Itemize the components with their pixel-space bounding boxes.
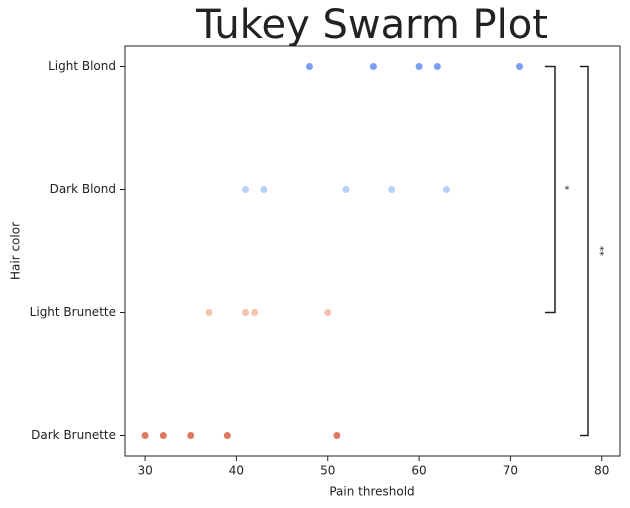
point bbox=[342, 186, 350, 193]
point bbox=[242, 309, 250, 316]
point bbox=[260, 186, 268, 193]
y-axis-label: Hair color bbox=[9, 222, 23, 280]
x-tick-label: 60 bbox=[411, 464, 426, 478]
annotation: ** bbox=[594, 246, 605, 256]
y-tick-label: Dark Blond bbox=[50, 182, 116, 196]
point bbox=[516, 63, 524, 70]
y-tick-label: Light Brunette bbox=[30, 305, 116, 319]
annotation: * bbox=[565, 185, 570, 196]
point bbox=[205, 309, 213, 316]
bracket bbox=[580, 65, 589, 437]
point bbox=[388, 186, 396, 193]
point bbox=[251, 309, 259, 316]
y-tick-label: Light Blond bbox=[48, 59, 116, 73]
x-tick-label: 30 bbox=[137, 464, 152, 478]
point bbox=[187, 432, 195, 439]
x-tick-label: 70 bbox=[503, 464, 518, 478]
point bbox=[333, 432, 341, 439]
x-axis-label: Pain threshold bbox=[329, 485, 414, 499]
point bbox=[415, 63, 423, 70]
point bbox=[159, 432, 167, 439]
point bbox=[141, 432, 149, 439]
point bbox=[305, 63, 313, 70]
point bbox=[223, 432, 231, 439]
point bbox=[433, 63, 441, 70]
point bbox=[442, 186, 450, 193]
point bbox=[324, 309, 332, 316]
x-tick-label: 50 bbox=[320, 464, 335, 478]
x-tick-label: 80 bbox=[594, 464, 609, 478]
point bbox=[369, 63, 377, 70]
y-tick-label: Dark Brunette bbox=[31, 428, 116, 442]
point bbox=[242, 186, 250, 193]
chart-title: Tukey Swarm Plot bbox=[195, 2, 548, 48]
x-tick-label: 40 bbox=[229, 464, 244, 478]
plot-frame bbox=[124, 45, 621, 457]
bracket bbox=[545, 65, 556, 314]
